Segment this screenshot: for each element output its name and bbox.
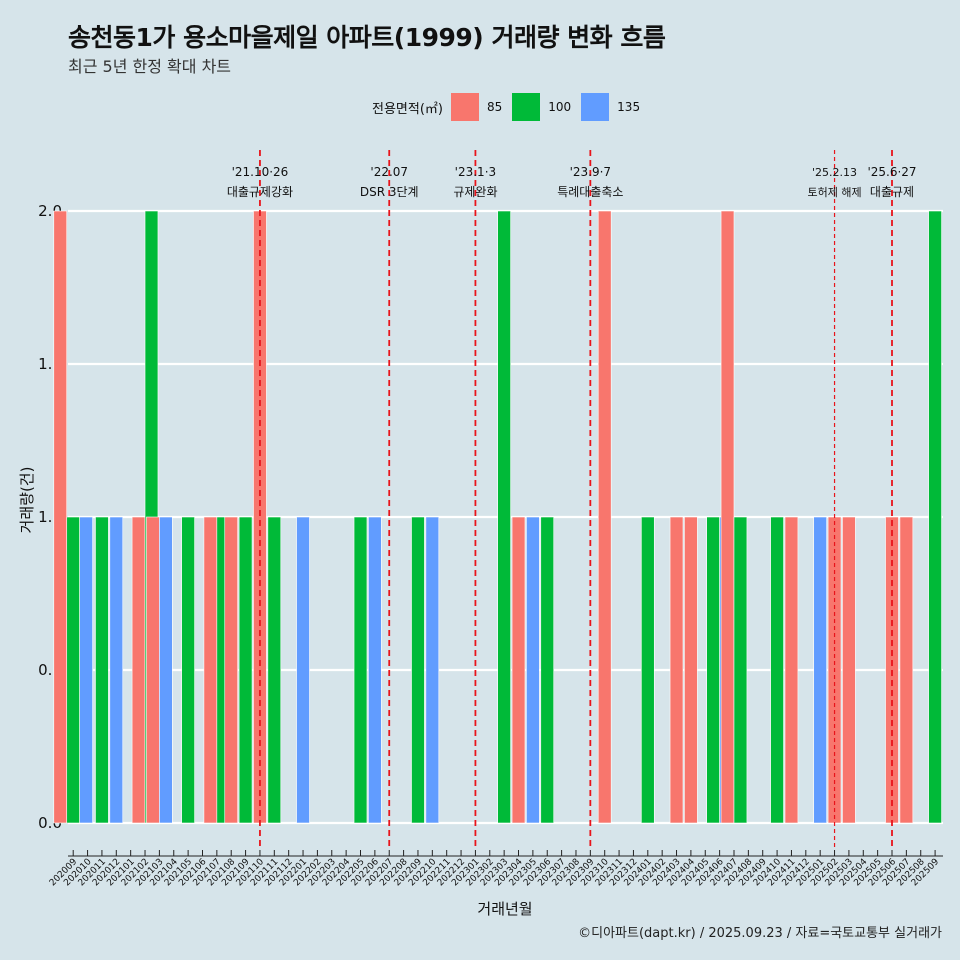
bar-85-202404 — [684, 516, 698, 824]
bar-85-202411 — [784, 516, 799, 824]
y-axis-title: 거래량(건) — [18, 467, 36, 534]
chart-title: 송천동1가 용소마을제일 아파트(1999) 거래량 변화 흐름 — [68, 23, 666, 52]
bar-135-202210 — [425, 516, 440, 824]
bar-135-202305 — [526, 516, 540, 824]
bar-100-202009 — [66, 516, 80, 824]
legend-label-100: 100 — [548, 100, 572, 114]
bar-85-202009 — [53, 210, 68, 824]
bar-85-202403 — [669, 516, 684, 824]
bar-85-202503 — [842, 516, 856, 824]
bar-135-202103 — [159, 516, 173, 824]
source-caption: ©디아파트(dapt.kr) / 2025.09.23 / 자료=국토교통부 실… — [578, 926, 942, 941]
bar-85-202107 — [203, 516, 218, 824]
event-label: 규제완화 — [453, 185, 497, 199]
bar-135-202012 — [109, 516, 124, 824]
bar-85-202108 — [224, 516, 238, 824]
bar-100-202111 — [267, 516, 282, 824]
chart-subtitle: 최근 5년 한정 확대 차트 — [68, 57, 232, 76]
event-label: 대출규제 — [870, 185, 914, 199]
legend-label-135: 135 — [617, 100, 641, 114]
event-date-label: '25.6·27 — [867, 165, 916, 179]
event-date-label: '23.9·7 — [570, 165, 611, 179]
bar-100-202109 — [238, 516, 253, 824]
event-date-label: '22.07 — [370, 165, 408, 179]
legend-key-100 — [512, 93, 541, 121]
bar-85-202103 — [146, 516, 160, 824]
bar-135-202501 — [813, 516, 827, 824]
bar-135-202009 — [79, 516, 93, 824]
bar-100-202407 — [733, 516, 748, 824]
bar-135-202206 — [368, 516, 382, 824]
bar-85-202407 — [720, 210, 735, 824]
bar-85-202304 — [511, 516, 526, 824]
legend: 전용면적(㎡) 85 100 135 — [372, 92, 650, 122]
bar-100-202401 — [641, 516, 655, 824]
event-date-label: '23.1·3 — [455, 165, 496, 179]
bar-100-202509 — [928, 210, 942, 824]
event-label: DSR 3단계 — [360, 185, 419, 199]
event-label: 대출규제강화 — [227, 185, 293, 199]
bar-100-202205 — [353, 516, 368, 824]
bar-85-202102 — [131, 516, 146, 824]
x-axis-title: 거래년월 — [477, 900, 532, 918]
bar-100-202406 — [706, 516, 720, 824]
bar-100-202011 — [95, 516, 109, 824]
bar-135-202201 — [296, 516, 310, 824]
bar-100-202105 — [181, 516, 195, 824]
bar-100-202306 — [540, 516, 555, 824]
event-date-label: '25.2.13 — [812, 166, 857, 179]
bar-100-202410 — [770, 516, 784, 824]
bar-100-202303 — [497, 210, 511, 824]
legend-key-135 — [581, 93, 610, 121]
event-date-label: '21.10·26 — [232, 165, 289, 179]
bar-85-202507 — [899, 516, 914, 824]
event-label: 토허제 해제 — [807, 185, 861, 199]
bar-100-202209 — [411, 516, 425, 824]
bar-85-202310 — [597, 210, 612, 824]
legend-title: 전용면적(㎡) — [372, 101, 443, 117]
legend-label-85: 85 — [486, 100, 503, 114]
legend-key-85 — [450, 93, 479, 121]
event-label: 특례대출축소 — [557, 185, 623, 199]
